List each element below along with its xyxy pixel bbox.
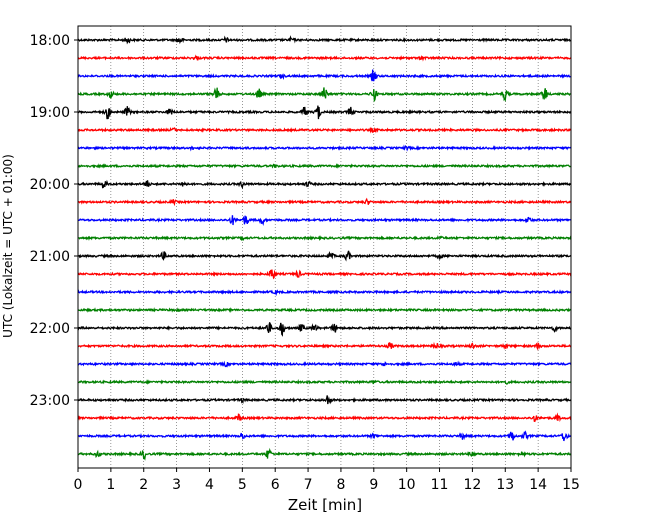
x-tick-label: 8 bbox=[336, 477, 345, 493]
trace-2000 bbox=[77, 179, 572, 190]
y-axis-ticks: 18:00 19:00 20:00 21:00 22:00 23:00 bbox=[30, 33, 78, 409]
trace-2130 bbox=[77, 289, 572, 297]
plot-frame bbox=[77, 25, 572, 469]
trace-1830 bbox=[77, 69, 572, 82]
trace-lines bbox=[77, 35, 572, 461]
trace-2215 bbox=[77, 341, 572, 351]
trace-2045 bbox=[77, 235, 572, 242]
trace-2015 bbox=[77, 197, 572, 207]
x-tick-label: 14 bbox=[529, 477, 547, 493]
x-tick-label: 10 bbox=[398, 477, 416, 493]
x-tick-label: 6 bbox=[271, 477, 280, 493]
y-tick-label: 22:00 bbox=[30, 321, 70, 337]
trace-2345 bbox=[77, 447, 572, 461]
trace-2100 bbox=[77, 250, 572, 262]
trace-2315 bbox=[77, 412, 572, 423]
trace-1800 bbox=[77, 35, 572, 45]
trace-1900 bbox=[77, 105, 572, 120]
x-tick-label: 3 bbox=[172, 477, 181, 493]
trace-2030 bbox=[77, 215, 572, 227]
x-tick-label: 11 bbox=[431, 477, 449, 493]
trace-2115 bbox=[77, 269, 572, 280]
trace-2230 bbox=[77, 360, 572, 368]
x-tick-label: 5 bbox=[238, 477, 247, 493]
x-axis-label: Zeit [min] bbox=[288, 496, 362, 514]
trace-2145 bbox=[77, 307, 572, 313]
x-axis-ticks: 0 1 2 3 4 5 6 7 8 9 10 11 12 13 14 15 bbox=[74, 468, 580, 493]
trace-2330 bbox=[77, 430, 572, 442]
trace-1845 bbox=[77, 87, 572, 103]
trace-1945 bbox=[77, 163, 572, 169]
trace-1815 bbox=[77, 54, 572, 62]
trace-1915 bbox=[77, 126, 572, 134]
trace-2200 bbox=[77, 322, 572, 337]
y-axis-label: UTC (Lokalzeit = UTC + 01:00) bbox=[1, 154, 15, 338]
trace-1930 bbox=[77, 144, 572, 152]
x-tick-label: 1 bbox=[106, 477, 115, 493]
x-tick-label: 13 bbox=[496, 477, 514, 493]
x-tick-label: 9 bbox=[369, 477, 378, 493]
y-tick-label: 23:00 bbox=[30, 393, 70, 409]
x-tick-label: 12 bbox=[463, 477, 481, 493]
x-tick-label: 15 bbox=[562, 477, 580, 493]
y-tick-label: 19:00 bbox=[30, 105, 70, 121]
x-tick-label: 7 bbox=[304, 477, 313, 493]
trace-2300 bbox=[77, 395, 572, 405]
x-tick-label: 4 bbox=[205, 477, 214, 493]
y-tick-label: 18:00 bbox=[30, 33, 70, 49]
y-tick-label: 21:00 bbox=[30, 249, 70, 265]
y-tick-label: 20:00 bbox=[30, 177, 70, 193]
x-tick-label: 2 bbox=[139, 477, 148, 493]
x-tick-label: 0 bbox=[74, 477, 83, 493]
trace-2245 bbox=[77, 379, 572, 385]
